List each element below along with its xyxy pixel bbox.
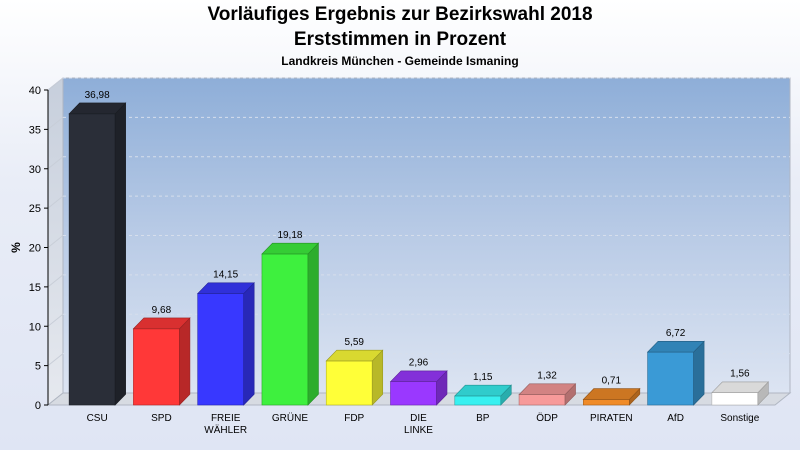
bar-front (197, 293, 244, 406)
bar-top (454, 384, 512, 397)
bar-front (647, 351, 694, 406)
y-tick-label: 25 (29, 203, 41, 215)
grid-line (47, 313, 64, 327)
category-label: CSU (87, 413, 108, 424)
bar-front (261, 253, 309, 406)
category-label: Sonstige (720, 413, 759, 424)
category-label: ÖDP (536, 412, 558, 424)
y-tick-label: 40 (29, 85, 41, 97)
data-label: 1,56 (730, 369, 750, 380)
grid-line (47, 116, 64, 130)
data-label: 1,15 (473, 372, 493, 383)
bar-side (114, 102, 126, 406)
bar-top (68, 102, 127, 115)
grid-line (47, 156, 64, 170)
bar-front (454, 395, 502, 406)
y-tick-label: 5 (35, 361, 41, 373)
category-label: SPD (151, 413, 172, 424)
bar (646, 340, 705, 406)
bar-front (711, 392, 759, 406)
bar-front (518, 394, 566, 406)
grid-line (47, 235, 64, 248)
bar-top (389, 370, 448, 382)
data-label: 5,59 (344, 337, 364, 348)
category-label: GRÜNE (272, 412, 308, 424)
category-label: FDP (344, 413, 364, 424)
bar (196, 282, 255, 406)
y-tick-label: 30 (29, 164, 41, 176)
bar (132, 317, 191, 406)
data-label: 36,98 (85, 90, 110, 101)
bar-top (196, 282, 255, 294)
bar (454, 384, 512, 406)
data-label: 2,96 (409, 358, 429, 369)
data-label: 0,71 (602, 375, 622, 386)
grid-line (47, 274, 64, 288)
grid-line (47, 195, 64, 209)
bar (68, 102, 127, 406)
category-label: DIE LINKE (404, 413, 433, 436)
bar-front (68, 113, 116, 406)
bar-top (582, 388, 641, 400)
bar-front (325, 360, 373, 406)
bar-side (307, 242, 319, 406)
data-label: 14,15 (213, 270, 238, 281)
bar (582, 387, 641, 406)
bar (261, 242, 320, 406)
y-tick-label: 0 (35, 400, 41, 412)
bar (325, 349, 384, 406)
chart-caption: Landkreis München - Gemeinde Ismaning (281, 54, 519, 68)
y-tick-label: 15 (29, 282, 41, 294)
y-tick-label: 20 (29, 243, 41, 255)
bar-top (132, 317, 191, 330)
y-tick-label: 35 (29, 124, 41, 136)
category-label: AfD (667, 413, 684, 424)
bar (518, 383, 577, 406)
data-label: 1,32 (537, 371, 557, 382)
bar (389, 370, 448, 406)
data-label: 19,18 (277, 230, 302, 241)
bar-front (390, 381, 437, 406)
category-label: FREIE WÄHLER (204, 413, 247, 436)
y-tick-label: 10 (29, 321, 41, 333)
chart-subtitle: Erststimmen in Prozent (293, 29, 507, 50)
bar-top (261, 242, 320, 255)
category-label: PIRATEN (590, 413, 633, 424)
bar-top (518, 383, 577, 395)
grid-line (47, 353, 64, 367)
data-label: 6,72 (666, 328, 686, 339)
category-label: BP (476, 413, 490, 424)
bar-top (646, 340, 705, 353)
chart-title: Vorläufiges Ergebnis zur Bezirkswahl 201… (207, 4, 593, 25)
y-axis-label: % (9, 242, 23, 253)
grid-line (47, 77, 64, 91)
bar-front (133, 328, 180, 406)
bar (711, 381, 770, 406)
bar-side (243, 282, 255, 406)
bar-side (179, 317, 191, 406)
bar-top (711, 381, 770, 394)
bar-top (325, 349, 384, 362)
bar-front (583, 399, 630, 406)
data-label: 9,68 (152, 305, 172, 316)
